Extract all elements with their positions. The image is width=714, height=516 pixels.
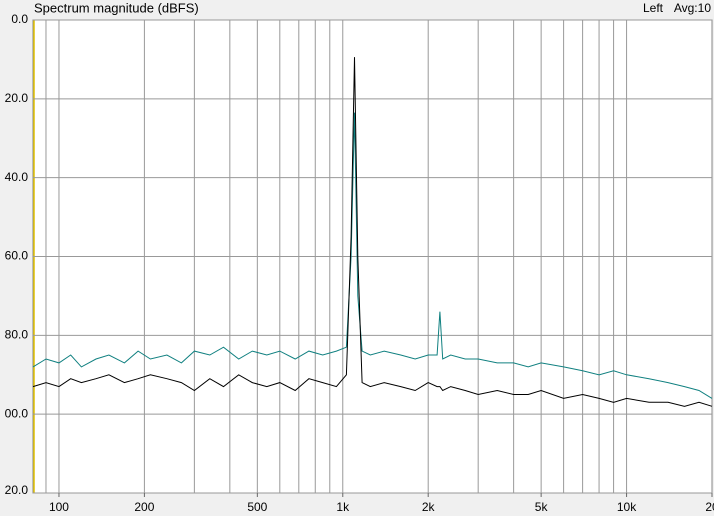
spectrum-line — [32, 112, 713, 399]
y-tick-label: 60.0 — [5, 249, 29, 263]
spectrum-line — [32, 57, 713, 407]
x-tick-label: 5k — [535, 500, 549, 514]
y-tick-label: 20.0 — [5, 483, 29, 497]
x-tick-label: 20 — [705, 500, 714, 514]
average: Avg:10 — [674, 1, 711, 15]
x-tick-label: 10k — [617, 500, 637, 514]
x-tick-label: 500 — [247, 500, 267, 514]
channel: Left — [643, 1, 664, 15]
y-tick-label: 80.0 — [5, 328, 29, 342]
x-tick-label: 2k — [422, 500, 436, 514]
x-tick-label: 200 — [134, 500, 154, 514]
y-tick-label: 20.0 — [5, 91, 29, 105]
y-tick-label: 0.0 — [11, 12, 28, 26]
x-tick-label: 1k — [336, 500, 350, 514]
y-tick-label: 40.0 — [5, 170, 29, 184]
x-tick-label: 100 — [49, 500, 69, 514]
chart-title: Spectrum magnitude (dBFS) — [34, 0, 199, 15]
y-tick-label: 00.0 — [5, 406, 29, 420]
